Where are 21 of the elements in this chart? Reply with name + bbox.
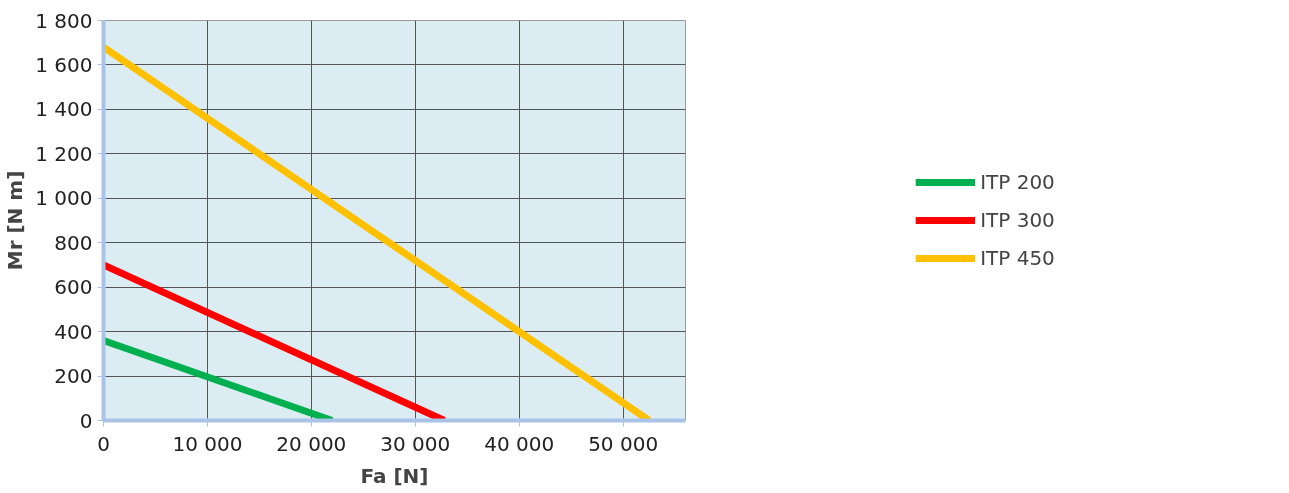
- y-tick-label: 0: [79, 408, 93, 433]
- legend-label: ITP 300: [980, 208, 1055, 232]
- y-tick-label: 400: [54, 319, 93, 344]
- x-tick-label: 10 000: [172, 431, 243, 456]
- y-tick-label: 1 200: [35, 141, 93, 166]
- legend-label: ITP 450: [980, 246, 1055, 270]
- y-axis-title: Mr [N m]: [3, 170, 28, 271]
- x-tick-label: 0: [97, 431, 110, 456]
- y-tick-label: 600: [54, 275, 93, 300]
- y-tick-label: 1 000: [35, 186, 93, 211]
- x-tick-label: 40 000: [484, 431, 555, 456]
- y-tick-label: 1 800: [35, 8, 93, 33]
- y-tick-label: 1 600: [35, 52, 93, 77]
- y-tick-label: 800: [54, 230, 93, 255]
- legend-label: ITP 200: [980, 170, 1055, 194]
- y-tick-label: 200: [54, 364, 93, 389]
- y-tick-label: 1 400: [35, 97, 93, 122]
- x-axis-title: Fa [N]: [360, 463, 429, 488]
- x-tick-label: 50 000: [588, 431, 659, 456]
- x-tick-label: 30 000: [380, 431, 451, 456]
- x-tick-label: 20 000: [276, 431, 347, 456]
